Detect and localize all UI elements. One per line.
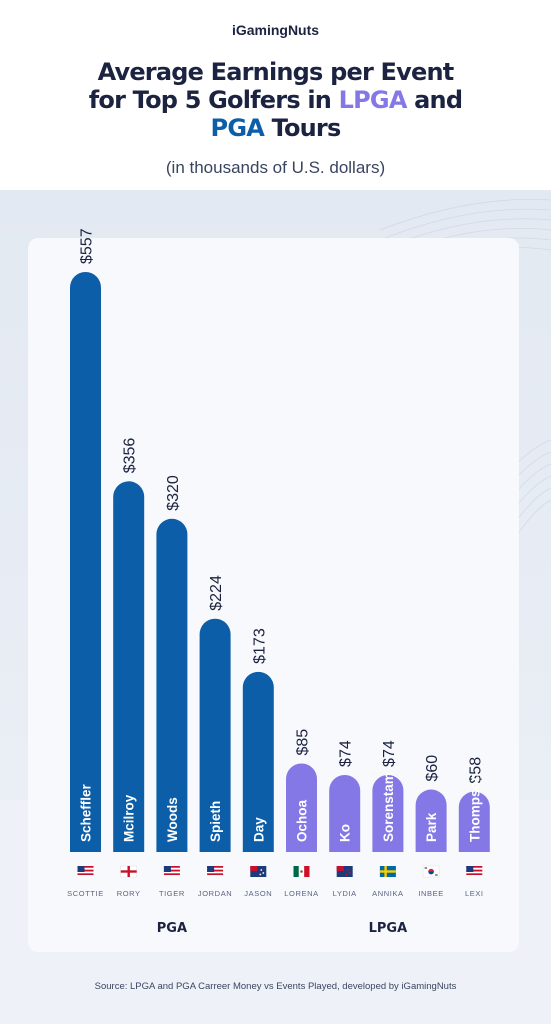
bar-name-label-mcilroy: Mcilroy	[122, 794, 137, 842]
value-label-spieth: $224	[208, 575, 225, 611]
first-name-thompson: LEXI	[465, 889, 484, 898]
value-label-thompson: $58	[467, 757, 484, 784]
bar-mcilroy	[113, 481, 145, 852]
value-label-scheffler: $557	[79, 228, 96, 264]
source-note: Source: LPGA and PGA Carreer Money vs Ev…	[94, 981, 457, 992]
bar-spieth	[199, 618, 231, 852]
first-name-park: INBEE	[418, 889, 444, 898]
sweden-flag-icon	[379, 866, 396, 877]
value-label-park: $60	[424, 755, 441, 782]
title-lpga: LPGA	[338, 86, 408, 114]
first-name-mcilroy: RORY	[117, 889, 141, 898]
bar-name-label-spieth: Spieth	[208, 801, 223, 842]
value-label-ko: $74	[338, 740, 355, 767]
bar-name-label-thompson: Thompson	[467, 773, 482, 842]
first-name-ochoa: LORENA	[284, 889, 318, 898]
bar-name-label-scheffler: Scheffler	[79, 783, 94, 842]
australia-flag-icon	[250, 866, 267, 877]
title-line3-post: Tours	[264, 114, 342, 142]
us-flag-icon	[207, 866, 224, 877]
bar-name-label-sorenstam: Sorenstam	[381, 772, 396, 842]
bar-park	[415, 789, 447, 852]
us-flag-icon	[163, 866, 180, 877]
us-flag-icon	[77, 866, 94, 877]
value-label-sorenstam: $74	[381, 740, 398, 767]
bar-thompson	[458, 791, 490, 852]
south-korea-flag-icon	[422, 865, 440, 878]
title-line1: Average Earnings per Event	[97, 58, 455, 86]
first-name-scheffler: SCOTTIE	[67, 889, 104, 898]
bar-ochoa	[286, 763, 317, 852]
value-label-woods: $320	[165, 475, 182, 511]
value-label-mcilroy: $356	[122, 438, 139, 474]
bar-name-label-park: Park	[424, 812, 439, 842]
bar-name-label-ochoa: Ochoa	[295, 799, 310, 842]
bar-sorenstam	[372, 774, 404, 852]
bar-name-label-woods: Woods	[165, 797, 180, 842]
bar-woods	[156, 518, 188, 852]
title-line2-pre: for Top 5 Golfers in	[88, 86, 339, 114]
bar-name-label-ko: Ko	[338, 824, 353, 842]
first-name-day: JASON	[244, 889, 272, 898]
bar-scheffler	[70, 271, 101, 852]
first-name-woods: TIGER	[159, 889, 185, 898]
first-name-sorenstam: ANNIKA	[372, 889, 404, 898]
header-background	[0, 0, 551, 190]
value-label-ochoa: $85	[295, 729, 312, 756]
bar-day	[242, 671, 274, 852]
first-name-spieth: JORDAN	[198, 889, 232, 898]
mexico-flag-icon	[293, 866, 310, 877]
chart-subtitle: (in thousands of U.S. dollars)	[165, 158, 386, 177]
value-label-day: $173	[251, 628, 268, 664]
new-zealand-flag-icon	[336, 866, 353, 877]
first-name-ko: LYDIA	[333, 889, 357, 898]
brand-logo: iGamingNuts	[231, 22, 320, 38]
bar-name-label-day: Day	[251, 817, 266, 842]
us-flag-icon	[466, 866, 483, 877]
title-pga: PGA	[210, 114, 265, 142]
bar-ko	[329, 774, 361, 852]
title-line2-post: and	[406, 86, 463, 114]
group-label-lpga: LPGA	[369, 921, 408, 936]
group-label-pga: PGA	[157, 921, 187, 936]
chart-title: Average Earnings per Event for Top 5 Gol…	[60, 58, 491, 142]
northern-ireland-flag-icon	[120, 865, 137, 878]
